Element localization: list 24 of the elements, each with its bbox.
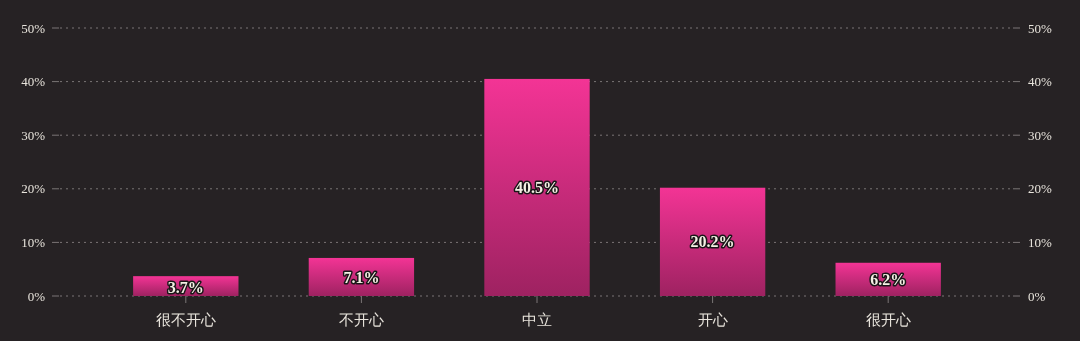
y2-tick-label: 10% <box>1028 234 1052 250</box>
y2-tick-label: 40% <box>1028 74 1052 90</box>
x-tick-label: 很不开心 <box>155 312 216 329</box>
data-label: 6.2% <box>870 270 907 288</box>
x-tick-label: 很开心 <box>865 312 911 329</box>
data-label: 20.2% <box>690 233 735 251</box>
y2-tick-label: 20% <box>1028 181 1052 197</box>
data-label: 40.5% <box>515 179 559 197</box>
y-tick-label: 0% <box>27 288 46 304</box>
x-tick-label: 不开心 <box>338 312 384 329</box>
y-tick-label: 30% <box>21 127 46 143</box>
x-tick-label: 开心 <box>697 312 728 329</box>
y-tick-label: 40% <box>21 74 46 90</box>
bar <box>484 78 590 296</box>
y-tick-label: 10% <box>21 234 46 250</box>
x-tick-label: 中立 <box>522 312 552 329</box>
y-tick-label: 50% <box>21 20 46 36</box>
data-label: 7.1% <box>343 268 380 286</box>
data-label: 3.7% <box>167 278 204 296</box>
y2-tick-label: 50% <box>1028 20 1052 36</box>
y2-tick-label: 30% <box>1028 127 1052 143</box>
bar <box>659 187 766 296</box>
y2-tick-label: 0% <box>1028 288 1046 304</box>
y-tick-label: 20% <box>21 181 46 197</box>
